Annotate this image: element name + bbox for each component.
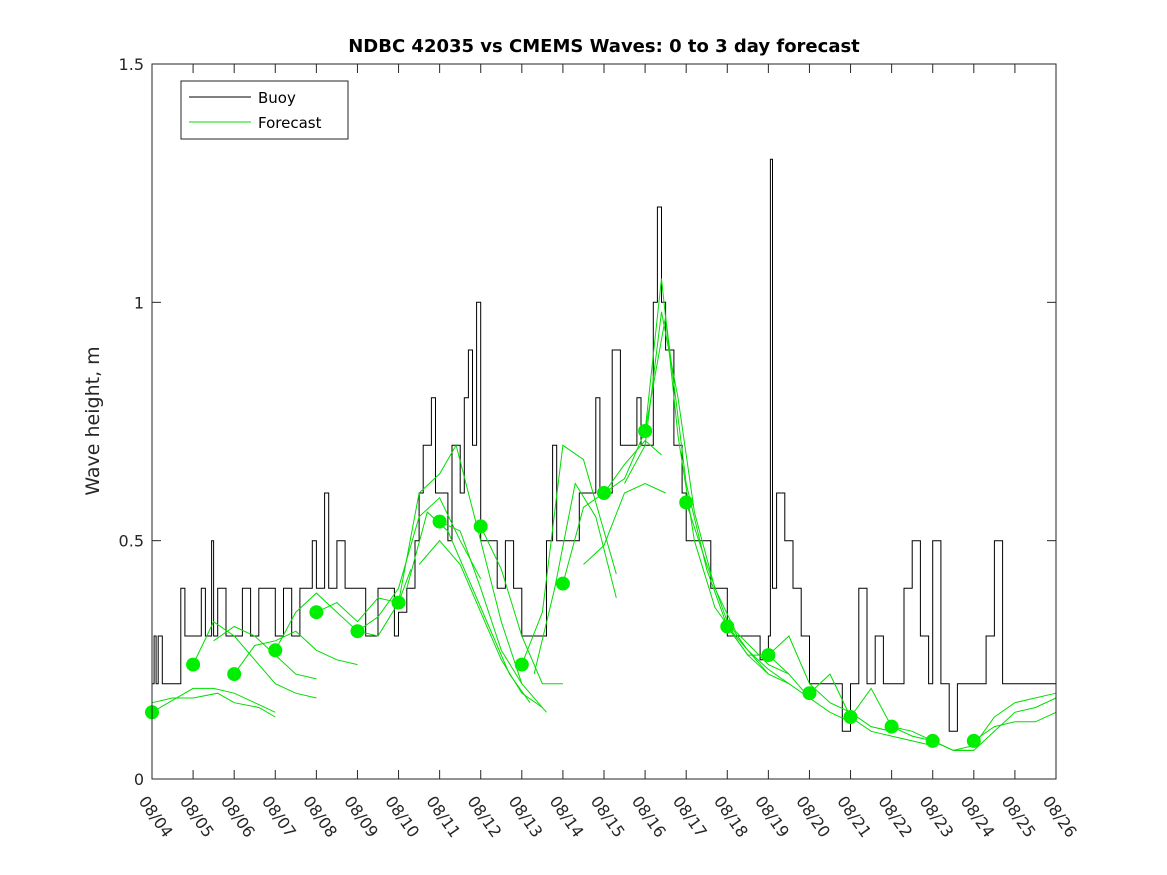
forecast-start-point-21 (966, 733, 981, 748)
forecast-start-points-group (145, 424, 981, 748)
forecast-start-point-15 (720, 619, 735, 634)
forecast-start-point-6 (350, 624, 365, 639)
forecast-start-point-17 (802, 686, 817, 701)
forecast-line-12 (439, 521, 547, 713)
y-tick-label: 0 (134, 770, 144, 789)
forecast-start-point-2 (186, 657, 201, 672)
forecast-start-point-3 (227, 667, 242, 682)
plot-area (152, 64, 1056, 779)
legend-box (180, 80, 349, 140)
forecast-series-group (151, 278, 1057, 751)
forecast-line-13 (480, 526, 563, 685)
forecast-line-4 (213, 625, 317, 680)
forecast-start-point-5 (309, 605, 324, 620)
forecast-line-28 (973, 711, 1057, 742)
forecast-line-6 (274, 592, 399, 651)
forecast-line-9 (398, 443, 523, 684)
y-tick-label: 0.5 (119, 532, 144, 551)
forecast-line-3 (192, 620, 317, 699)
forecast-start-point-11 (555, 576, 570, 591)
legend: Buoy Forecast (180, 80, 349, 140)
forecast-start-point-20 (925, 733, 940, 748)
legend-forecast-label: Forecast (258, 114, 322, 132)
forecast-start-point-18 (843, 710, 858, 724)
forecast-start-point-16 (761, 648, 776, 663)
forecast-start-point-12 (597, 486, 611, 500)
forecast-start-point-10 (514, 657, 529, 672)
forecast-line-16 (562, 439, 662, 584)
y-axis-label: Wave height, m (82, 346, 104, 495)
forecast-line-24 (809, 673, 933, 747)
y-tick-label: 1 (134, 293, 144, 312)
forecast-line-5 (233, 630, 358, 675)
forecast-line-22 (726, 626, 851, 723)
forecast-start-point-7 (391, 595, 406, 610)
forecast-line-8 (357, 496, 482, 632)
forecast-line-1 (151, 687, 276, 713)
forecast-line-27 (932, 697, 1057, 751)
buoy-series-group (152, 158, 1056, 732)
forecast-line-11 (418, 539, 543, 708)
forecast-line-17 (583, 482, 666, 565)
forecast-line-14 (521, 444, 617, 665)
chart-title: NDBC 42035 vs CMEMS Waves: 0 to 3 day fo… (348, 36, 860, 57)
y-tick-label: 1.5 (119, 55, 144, 74)
forecast-start-point-8 (432, 514, 447, 529)
forecast-line-23 (768, 635, 892, 732)
forecast-start-point-14 (679, 495, 694, 510)
forecast-start-point-4 (268, 643, 283, 658)
forecast-line-26 (891, 692, 1057, 751)
forecast-start-point-19 (884, 719, 899, 734)
forecast-line-21 (685, 502, 810, 699)
forecast-line-2 (151, 692, 276, 718)
forecast-start-point-13 (638, 424, 653, 438)
forecast-line-15 (533, 482, 617, 675)
legend-buoy-label: Buoy (258, 89, 296, 107)
forecast-start-point-9 (473, 519, 488, 534)
buoy-line (152, 158, 1056, 732)
